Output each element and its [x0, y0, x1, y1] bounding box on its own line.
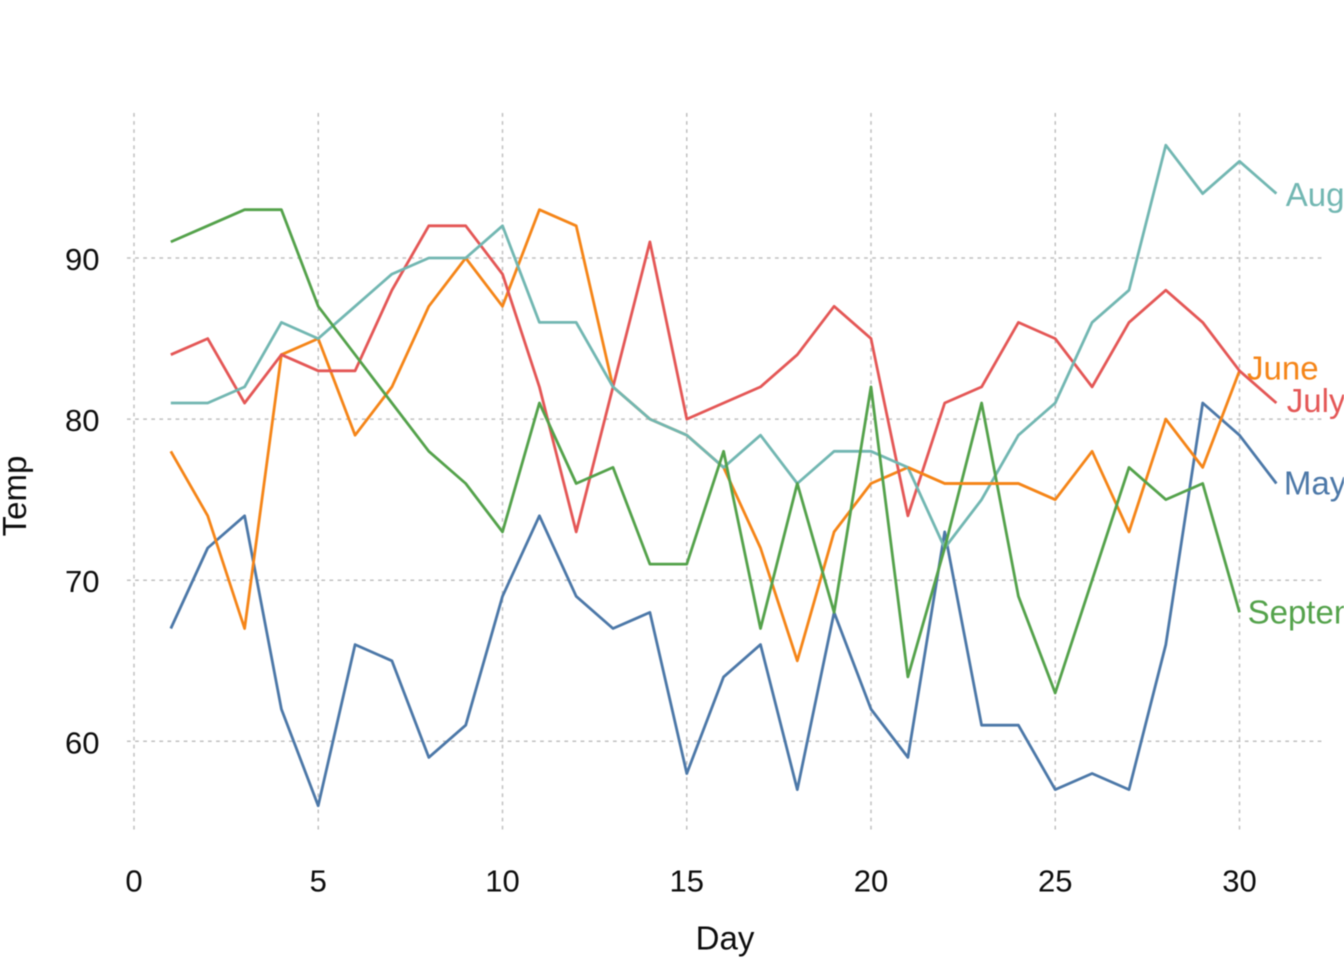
svg-text:0: 0 [125, 864, 142, 899]
svg-text:25: 25 [1038, 864, 1072, 899]
svg-text:15: 15 [670, 864, 704, 899]
svg-text:80: 80 [65, 403, 99, 438]
svg-text:5: 5 [310, 864, 327, 899]
svg-text:60: 60 [65, 725, 99, 760]
svg-text:Day: Day [696, 920, 755, 957]
svg-text:Temp: Temp [0, 456, 33, 537]
svg-text:10: 10 [485, 864, 519, 899]
svg-text:July: July [1287, 382, 1344, 419]
svg-text:20: 20 [854, 864, 888, 899]
svg-text:30: 30 [1222, 864, 1256, 899]
svg-text:September: September [1248, 594, 1344, 631]
svg-text:May: May [1284, 465, 1344, 502]
svg-text:August: August [1286, 176, 1344, 213]
svg-text:June: June [1247, 350, 1319, 387]
svg-text:90: 90 [65, 242, 99, 277]
svg-text:70: 70 [65, 564, 99, 599]
